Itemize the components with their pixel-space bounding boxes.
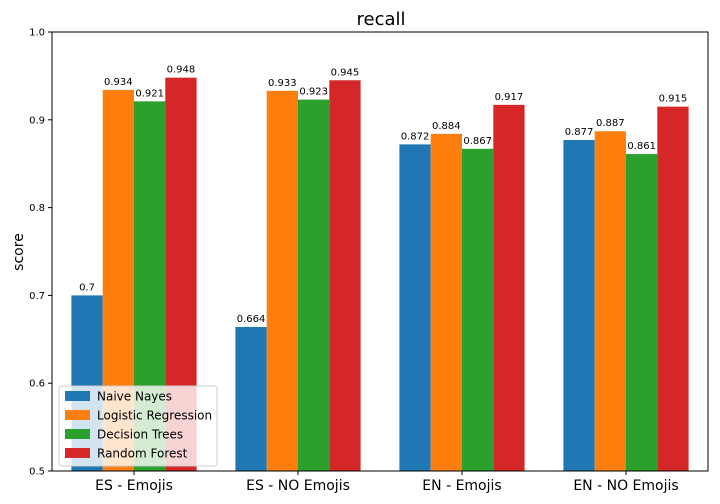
- bar-logistic-regression-es-no-emojis: [266, 90, 298, 471]
- x-tick-label: ES - Emojis: [95, 478, 173, 494]
- legend-swatch-decision-trees: [65, 429, 90, 439]
- bar-value-label: 0.915: [659, 94, 688, 105]
- bar-value-label: 0.933: [268, 78, 297, 89]
- bar-value-label: 0.917: [495, 92, 524, 103]
- bar-value-label: 0.877: [565, 127, 594, 138]
- bar-value-label: 0.861: [627, 141, 656, 152]
- legend-swatch-random-forest: [65, 448, 90, 458]
- bar-value-label: 0.664: [237, 314, 266, 325]
- y-axis-label: score: [11, 233, 27, 271]
- bar-logistic-regression-en-no-emojis: [594, 131, 626, 471]
- legend-label-logistic-regression: Logistic Regression: [97, 409, 212, 423]
- x-tick-label: EN - NO Emojis: [573, 478, 678, 494]
- bar-decision-trees-en-emojis: [462, 148, 494, 471]
- y-tick-label: 0.6: [29, 379, 45, 390]
- bar-naive-nayes-en-emojis: [399, 144, 431, 471]
- legend-label-random-forest: Random Forest: [97, 447, 188, 461]
- bar-value-label: 0.934: [104, 77, 133, 88]
- y-tick-label: 0.7: [29, 291, 45, 302]
- bar-value-label: 0.887: [596, 118, 625, 129]
- bar-value-label: 0.948: [167, 65, 196, 76]
- legend-box: [58, 385, 218, 467]
- x-axis-ticks: ES - Emojis ES - NO Emojis EN - Emojis EN -…: [95, 471, 679, 494]
- legend-label-naive-nayes: Naive Nayes: [97, 390, 172, 404]
- bar-logistic-regression-en-emojis: [430, 133, 462, 471]
- y-tick-label: 0.5: [29, 467, 45, 478]
- y-tick-label: 1.0: [29, 28, 45, 39]
- bars-layer: [71, 77, 689, 472]
- y-tick-label: 0.9: [29, 115, 45, 126]
- bar-random-forest-es-no-emojis: [329, 80, 361, 471]
- bar-decision-trees-en-no-emojis: [626, 154, 658, 472]
- plot-frame: [51, 31, 709, 472]
- bar-value-label: 0.884: [432, 121, 461, 132]
- legend: Naive Nayes Logistic Regression Decision T…: [58, 385, 218, 467]
- chart-title: recall: [356, 9, 405, 30]
- y-tick-label: 0.8: [29, 203, 45, 214]
- bar-value-label: 0.945: [331, 67, 360, 78]
- bar-value-label: 0.921: [135, 88, 164, 99]
- legend-label-decision-trees: Decision Trees: [97, 428, 183, 442]
- bar-random-forest-en-emojis: [493, 104, 525, 472]
- bar-value-label: 0.872: [401, 131, 430, 142]
- bar-value-label: 0.923: [299, 87, 328, 98]
- bar-random-forest-en-no-emojis: [657, 106, 689, 471]
- x-tick-label: ES - NO Emojis: [246, 478, 350, 494]
- y-axis-ticks: 0.5 0.6 0.7 0.8 0.9 1.0: [29, 28, 52, 478]
- bar-naive-nayes-en-no-emojis: [563, 139, 595, 472]
- bar-value-label: 0.7: [79, 282, 95, 293]
- legend-swatch-logistic-regression: [65, 410, 90, 420]
- bar-naive-nayes-es-no-emojis: [235, 327, 267, 471]
- bar-decision-trees-es-no-emojis: [298, 99, 330, 472]
- bar-value-label: 0.867: [463, 136, 492, 147]
- legend-swatch-naive-nayes: [65, 391, 90, 401]
- x-tick-label: EN - Emojis: [422, 478, 501, 494]
